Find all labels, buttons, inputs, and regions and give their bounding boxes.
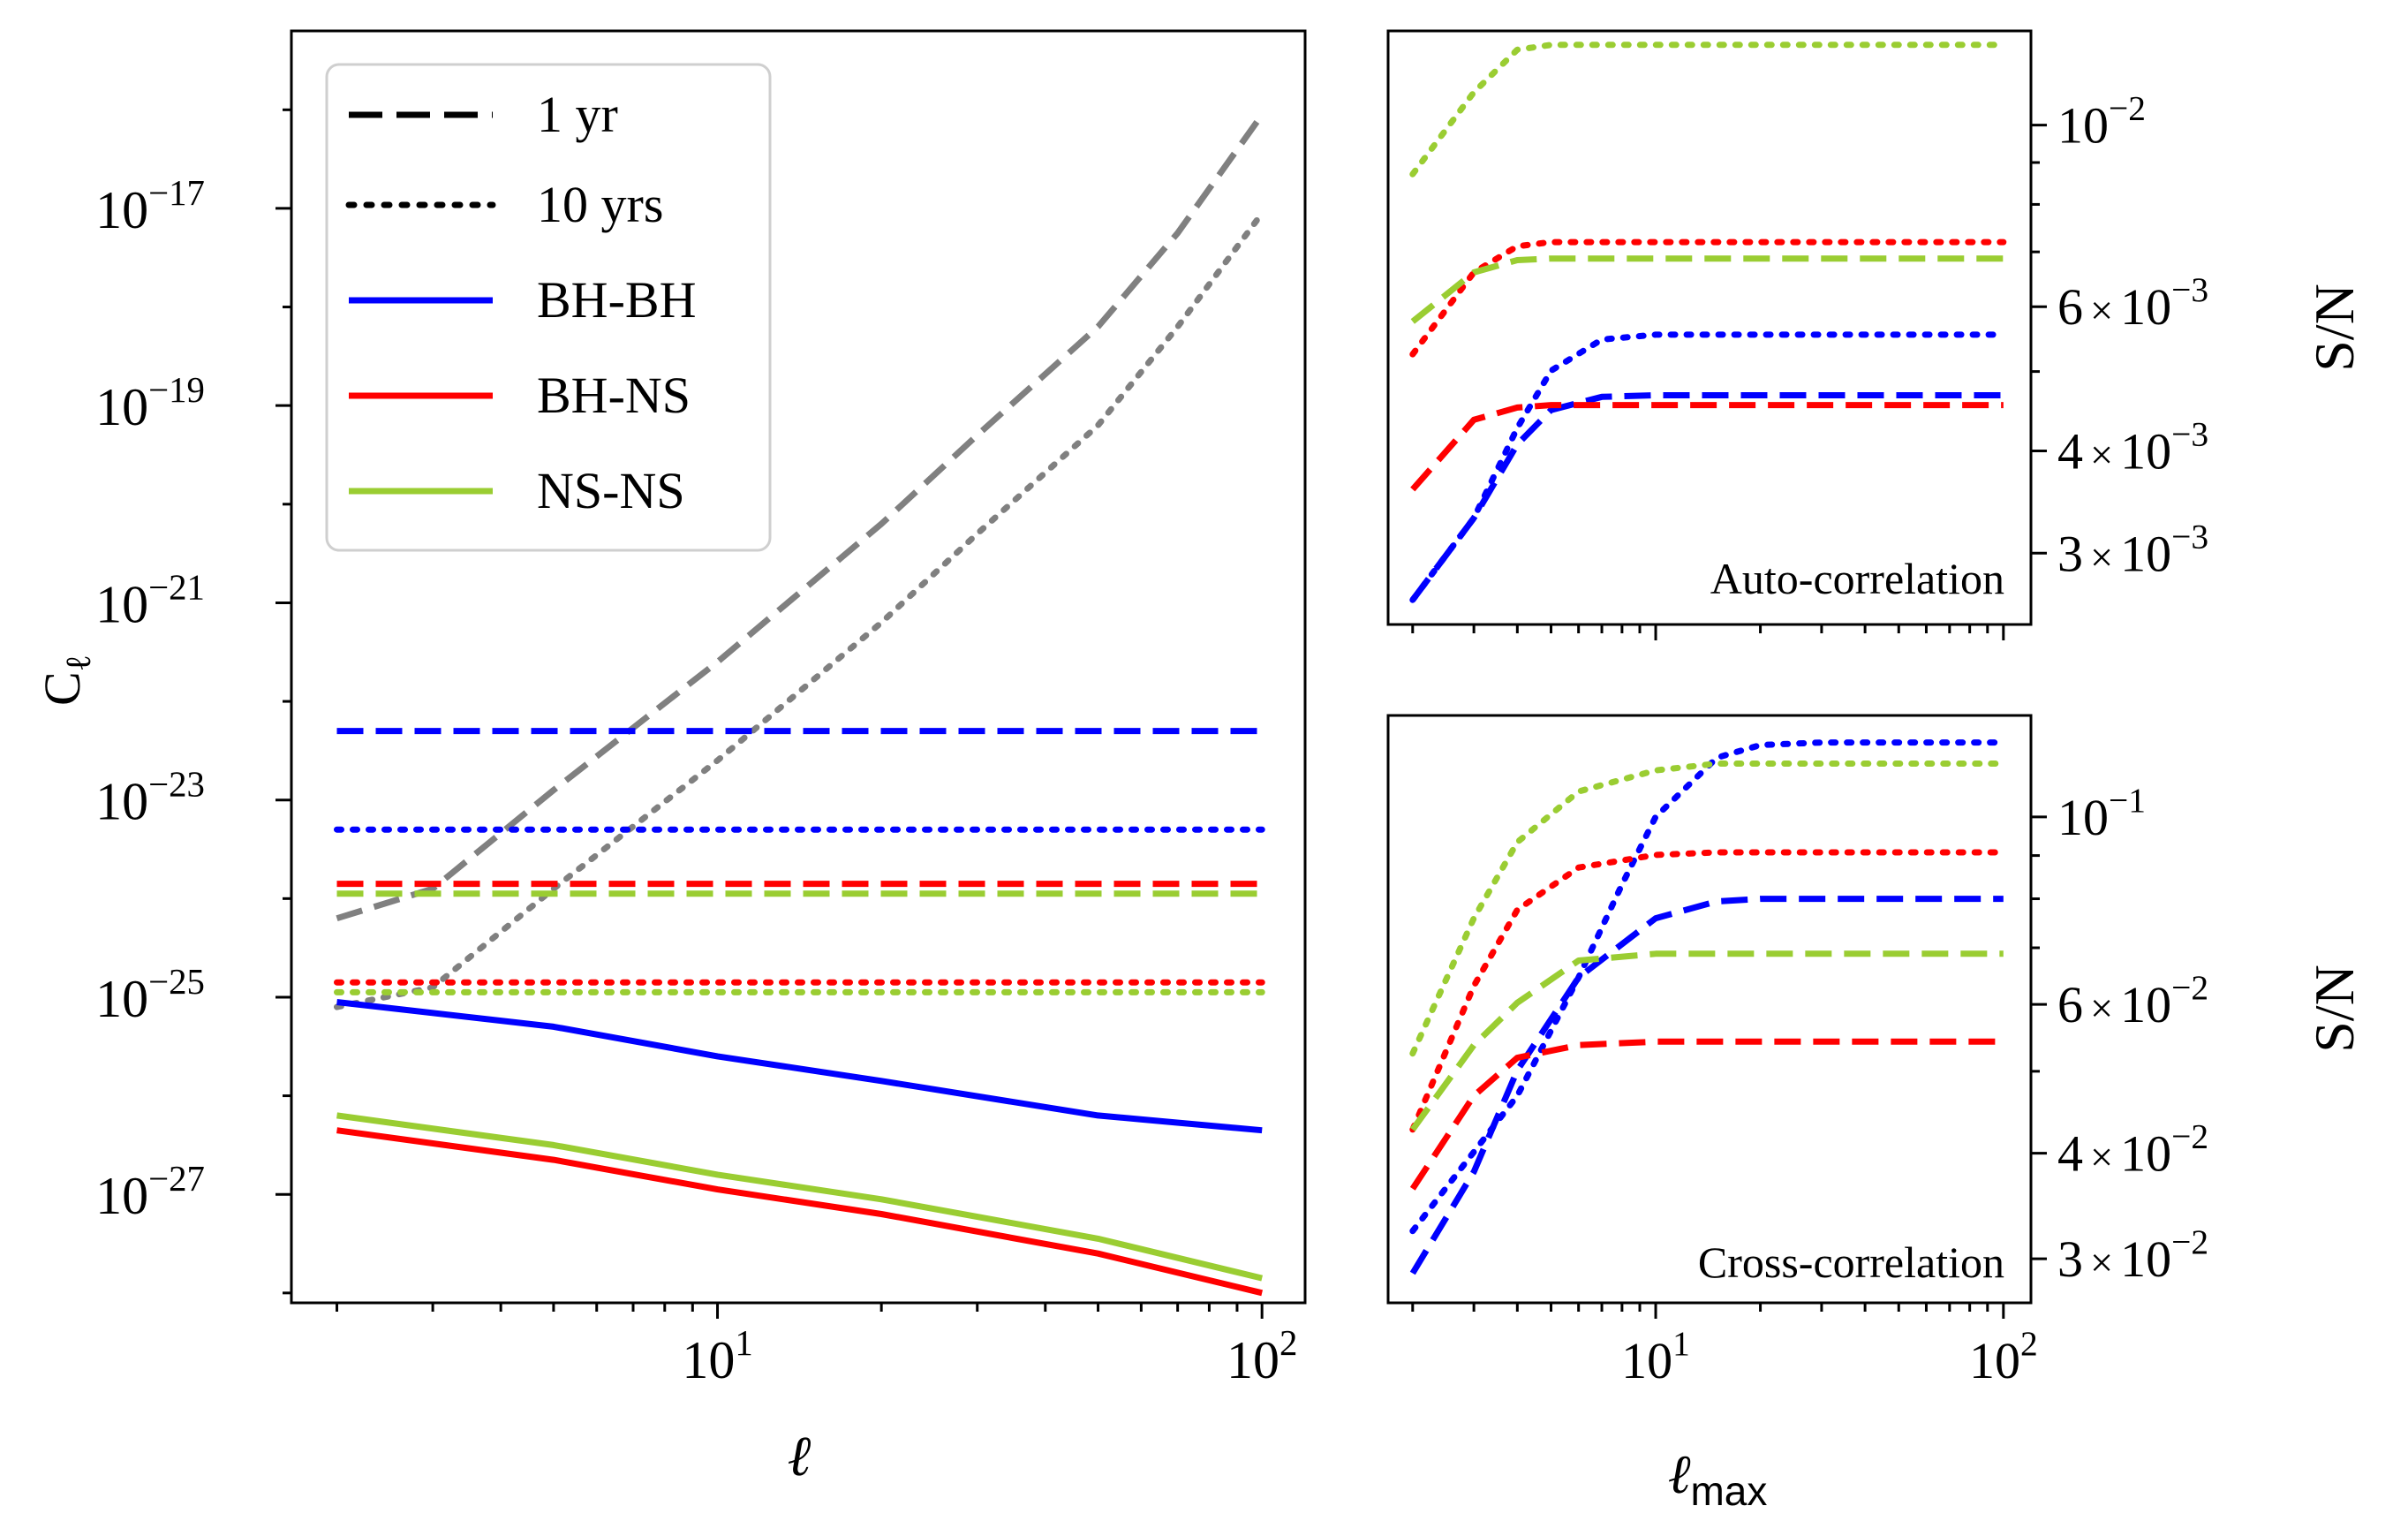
plot-frame	[1386, 714, 2033, 1305]
bh-ns-10-yrs-line	[1409, 849, 2007, 1133]
bh-bh-10-yrs-line	[1409, 739, 2007, 1235]
y-tick-label: 6 × 10−3	[2057, 270, 2208, 336]
ns-ns-signal-line	[336, 1112, 1264, 1282]
y-tick-label: 6 × 10−2	[2057, 968, 2208, 1033]
x-tick-label: 102	[1227, 1323, 1297, 1389]
x-tick-label: 101	[682, 1323, 752, 1389]
y-tick-label: 10−17	[95, 173, 205, 239]
legend: 1 yr 10 yrs BH-BH BH-NS NS-NS	[325, 63, 772, 552]
y-axis: 10−17 10−19 10−21 10−23 10−25 10−27	[95, 108, 291, 1295]
bh-ns-1-yr-line	[1410, 402, 2004, 492]
y-tick-label: 3 × 10−2	[2057, 1222, 2208, 1288]
legend-label: NS-NS	[537, 462, 685, 519]
y-axis-label: S/N	[2303, 284, 2366, 372]
legend-entry: 1 yr	[349, 86, 618, 143]
y-tick-label: 10−25	[95, 962, 205, 1028]
y-tick-label: 10−21	[95, 567, 205, 633]
legend-label: BH-NS	[537, 367, 691, 424]
bh-bh-1-yr-line	[1409, 896, 2004, 1275]
ns-ns-10-yrs-line	[1409, 760, 2007, 1057]
y-axis: 10−1 6 × 10−2 4 × 10−2 3 × 10−2	[2031, 781, 2208, 1288]
bh-bh-1-yr-line	[1409, 392, 2004, 602]
y-tick-label: 3 × 10−3	[2057, 517, 2208, 582]
y-tick-label: 10−19	[95, 370, 205, 436]
noise-10-yrs-line	[334, 210, 1265, 1010]
plot-frame	[290, 29, 1307, 1305]
power-spectrum-series	[334, 112, 1265, 1297]
legend-entry: BH-NS	[349, 367, 691, 424]
x-axis: 101 102	[336, 1303, 1297, 1389]
y-axis: 10−2 6 × 10−3 4 × 10−3 3 × 10−3	[2031, 89, 2208, 582]
legend-label: 10 yrs	[537, 176, 663, 233]
noise-1-yr-line	[336, 112, 1265, 922]
panel-title: Auto-correlation	[1710, 554, 2004, 603]
bh-ns-1-yr-line	[1409, 1038, 2004, 1191]
bh-ns-10-yrs-line	[1409, 238, 2007, 358]
x-axis	[1411, 624, 2005, 640]
x-tick-label: 102	[1969, 1324, 2038, 1389]
x-axis: 101 102	[1411, 1303, 2038, 1389]
ns-ns-10-yrs-line	[1409, 42, 2007, 178]
legend-entry: BH-BH	[349, 271, 696, 329]
plot-area	[334, 112, 1265, 1297]
bh-bh-signal-line	[336, 999, 1263, 1134]
legend-label: 1 yr	[537, 86, 618, 143]
plot-frame	[1386, 29, 2033, 626]
legend-entry: 10 yrs	[345, 176, 663, 233]
auto-correlation-panel: 10−26 × 10−34 × 10−33 × 10−3 Auto-correlation …	[1386, 29, 2366, 640]
y-tick-label: 10−23	[95, 765, 205, 831]
legend-box	[325, 63, 772, 552]
x-axis-label: ℓmax	[1668, 1445, 1768, 1514]
ns-ns-1-yr-line	[1409, 950, 2004, 1131]
cross-correlation-series	[1409, 739, 2007, 1275]
y-tick-label: 10−2	[2057, 89, 2146, 155]
y-tick-label: 10−27	[95, 1159, 205, 1225]
cross-correlation-panel: 101 102 10−1 6 × 10−2 4 × 10−2 3 × 10−2 Cross-corr…	[1386, 714, 2366, 1514]
x-tick-label: 101	[1621, 1324, 1690, 1389]
panel-title: Cross-correlation	[1698, 1237, 2004, 1287]
auto-correlation-series	[1409, 42, 2007, 603]
y-tick-label: 10−1	[2057, 781, 2146, 846]
x-axis-label: ℓ	[788, 1425, 811, 1487]
legend-entry: NS-NS	[349, 462, 685, 519]
y-axis-label: S/N	[2303, 965, 2366, 1053]
ns-ns-1-yr-line	[1410, 255, 2004, 324]
bh-ns-signal-line	[336, 1127, 1264, 1297]
legend-label: BH-BH	[537, 271, 696, 329]
y-tick-label: 4 × 10−3	[2057, 414, 2208, 480]
y-tick-label: 4 × 10−2	[2057, 1117, 2208, 1183]
